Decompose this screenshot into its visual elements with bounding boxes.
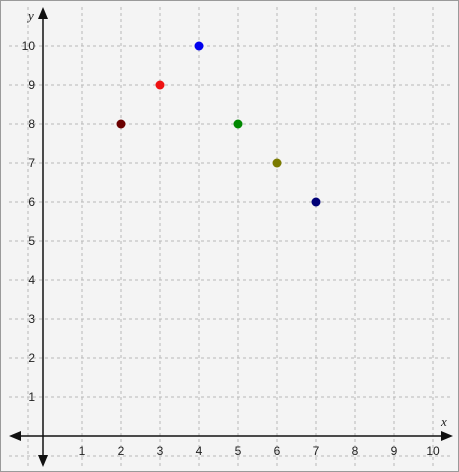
data-point (194, 41, 204, 51)
y-axis-arrow-down (38, 455, 48, 467)
x-tick-label: 9 (391, 444, 398, 458)
y-axis-title: y (26, 8, 34, 23)
y-tick-label: 3 (28, 312, 35, 326)
x-axis-arrow-left (9, 431, 21, 441)
grid (9, 7, 453, 467)
y-tick-label: 7 (28, 156, 35, 170)
x-tick-label: 8 (352, 444, 359, 458)
x-tick-label: 2 (118, 444, 125, 458)
data-points (116, 41, 321, 207)
x-tick-label: 3 (157, 444, 164, 458)
y-tick-label: 6 (28, 195, 35, 209)
y-tick-label: 2 (28, 351, 35, 365)
data-point (272, 158, 282, 168)
y-tick-label: 9 (28, 78, 35, 92)
x-tick-label: 1 (79, 444, 86, 458)
x-tick-label: 4 (196, 444, 203, 458)
data-point (155, 80, 165, 90)
data-point (311, 197, 321, 207)
x-axis-title: x (440, 414, 447, 429)
x-tick-label: 10 (426, 444, 440, 458)
tick-labels: 1 2 3 4 5 6 7 8 9 10 1 2 3 4 5 6 7 8 9 10 (22, 39, 440, 458)
y-tick-label: 1 (28, 390, 35, 404)
x-tick-label: 5 (235, 444, 242, 458)
y-tick-label: 8 (28, 117, 35, 131)
data-point (233, 119, 243, 129)
x-tick-label: 7 (313, 444, 320, 458)
data-point (116, 119, 126, 129)
y-tick-label: 10 (22, 39, 36, 53)
y-tick-label: 5 (28, 234, 35, 248)
y-tick-label: 4 (28, 273, 35, 287)
y-axis-arrow-up (38, 7, 48, 19)
axes (9, 7, 453, 467)
x-tick-label: 6 (274, 444, 281, 458)
x-axis-arrow-right (441, 431, 453, 441)
